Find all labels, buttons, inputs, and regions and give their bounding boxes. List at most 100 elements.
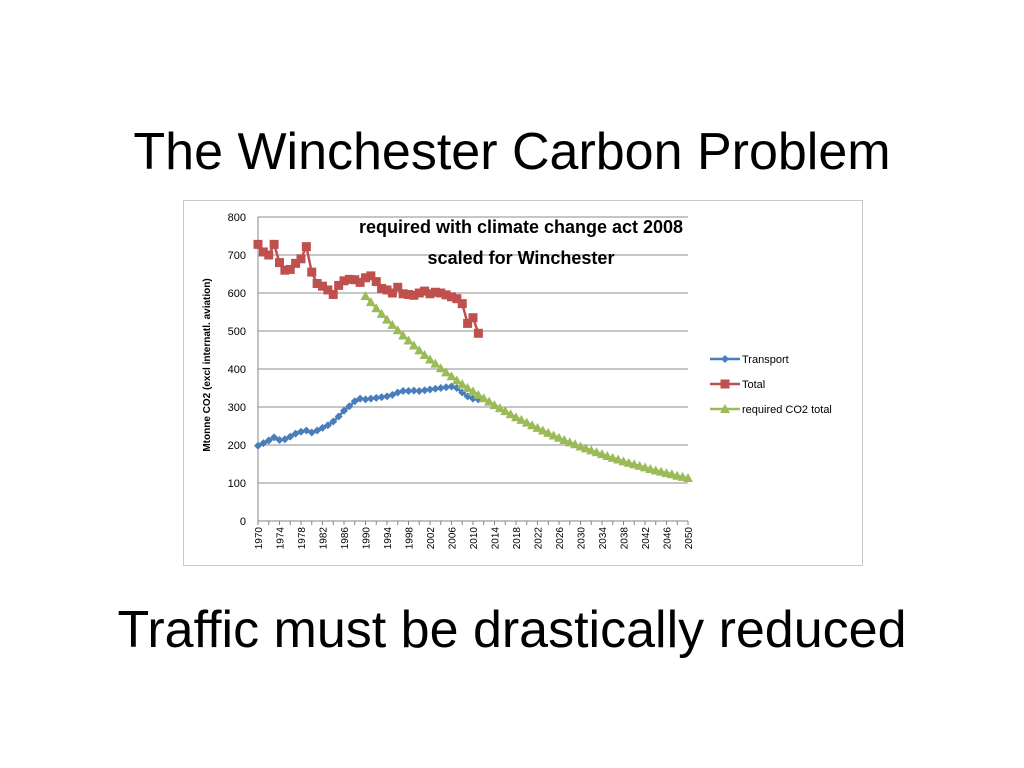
slide-subtitle: Traffic must be drastically reduced bbox=[117, 601, 907, 659]
series-layer bbox=[253, 239, 693, 483]
x-tick-label: 2006 bbox=[448, 527, 459, 550]
data-point bbox=[280, 265, 290, 275]
x-tick-label: 2018 bbox=[512, 527, 523, 550]
co2-chart: 0 100 200 300 400 500 600 700 800 1970 1974 1978 198… bbox=[202, 212, 832, 549]
x-tick-label: 1970 bbox=[254, 527, 265, 550]
legend-marker bbox=[720, 379, 730, 389]
data-point bbox=[431, 384, 440, 393]
x-tick-label: 2022 bbox=[534, 527, 545, 550]
data-point bbox=[409, 290, 419, 300]
data-point bbox=[441, 290, 451, 300]
data-point bbox=[527, 420, 538, 430]
data-point bbox=[387, 288, 397, 298]
data-point bbox=[371, 303, 382, 313]
data-point bbox=[264, 250, 274, 260]
x-tick-label: 1978 bbox=[297, 527, 308, 550]
y-tick-label: 500 bbox=[228, 326, 246, 338]
x-tick-label: 2026 bbox=[555, 527, 566, 550]
data-point bbox=[340, 406, 348, 415]
data-point bbox=[270, 433, 279, 442]
data-point bbox=[377, 393, 386, 402]
data-point bbox=[254, 441, 262, 450]
data-point bbox=[564, 437, 575, 447]
legend: Transport Total required CO2 total bbox=[710, 354, 832, 416]
x-tick-label: 2010 bbox=[469, 527, 480, 550]
x-tick-label: 2038 bbox=[620, 527, 631, 550]
x-tick-label: 2042 bbox=[641, 527, 652, 550]
y-tick-label: 300 bbox=[228, 402, 246, 414]
data-point bbox=[580, 443, 591, 453]
data-point bbox=[419, 349, 430, 359]
data-point bbox=[383, 392, 391, 401]
data-point bbox=[415, 387, 424, 396]
data-point bbox=[516, 414, 527, 424]
data-point bbox=[323, 421, 332, 430]
data-point bbox=[425, 289, 435, 299]
data-point bbox=[414, 288, 424, 298]
legend-marker bbox=[721, 355, 729, 363]
data-point bbox=[505, 409, 516, 419]
data-point bbox=[387, 319, 398, 329]
legend-label: Total bbox=[742, 379, 765, 391]
data-point bbox=[350, 275, 360, 285]
data-point bbox=[301, 242, 311, 252]
x-tick-label: 1986 bbox=[340, 527, 351, 550]
data-point bbox=[602, 451, 613, 461]
data-point bbox=[356, 394, 365, 403]
data-point bbox=[478, 393, 489, 403]
data-point bbox=[269, 239, 279, 249]
data-point bbox=[329, 417, 338, 426]
data-point bbox=[297, 427, 305, 436]
data-point bbox=[447, 292, 456, 302]
legend-item: Total bbox=[710, 379, 765, 391]
y-axis-label: Mtonne CO2 (excl internatl. aviation) bbox=[202, 278, 213, 451]
legend-item: Transport bbox=[710, 354, 789, 366]
data-point bbox=[371, 277, 381, 287]
x-tick-label: 1982 bbox=[319, 527, 330, 550]
data-point bbox=[258, 247, 268, 257]
data-point bbox=[446, 371, 457, 381]
data-point bbox=[313, 426, 322, 435]
data-point bbox=[452, 294, 462, 304]
data-point bbox=[361, 273, 370, 283]
data-point bbox=[494, 403, 505, 413]
series-transport bbox=[254, 382, 483, 450]
data-point bbox=[398, 330, 409, 340]
x-tick-label: 2030 bbox=[577, 527, 588, 550]
data-point bbox=[392, 325, 403, 335]
data-point bbox=[543, 427, 554, 437]
slide-title: The Winchester Carbon Problem bbox=[133, 123, 891, 181]
data-point bbox=[334, 412, 343, 421]
legend-marker bbox=[720, 404, 730, 413]
data-point bbox=[286, 432, 295, 441]
chart-title: required with climate change act 2008 sc… bbox=[359, 217, 683, 268]
data-point bbox=[345, 402, 354, 411]
data-point bbox=[521, 417, 532, 427]
axis-layer: 0 100 200 300 400 500 600 700 800 1970 1974 1978 198… bbox=[228, 212, 695, 549]
data-point bbox=[264, 436, 273, 445]
data-point bbox=[253, 239, 263, 249]
data-point bbox=[409, 386, 418, 395]
x-tick-label: 2014 bbox=[491, 527, 502, 550]
data-point bbox=[350, 397, 359, 406]
y-tick-label: 200 bbox=[228, 440, 246, 452]
data-point bbox=[366, 394, 375, 403]
data-point bbox=[451, 375, 462, 385]
x-tick-label: 2050 bbox=[684, 527, 695, 550]
x-tick-label: 1994 bbox=[383, 527, 394, 550]
data-point bbox=[462, 383, 473, 392]
data-point bbox=[361, 395, 370, 404]
data-point bbox=[334, 280, 344, 290]
data-point bbox=[468, 313, 478, 323]
data-point bbox=[537, 425, 548, 435]
data-point bbox=[372, 393, 381, 402]
data-point bbox=[548, 430, 559, 440]
data-point bbox=[420, 286, 430, 296]
data-point bbox=[473, 328, 483, 338]
chart-title-line-1: required with climate change act 2008 bbox=[359, 217, 683, 237]
data-point bbox=[355, 277, 365, 287]
data-point bbox=[436, 384, 445, 392]
data-point bbox=[398, 289, 408, 299]
data-point bbox=[275, 258, 284, 268]
data-point bbox=[382, 314, 392, 324]
